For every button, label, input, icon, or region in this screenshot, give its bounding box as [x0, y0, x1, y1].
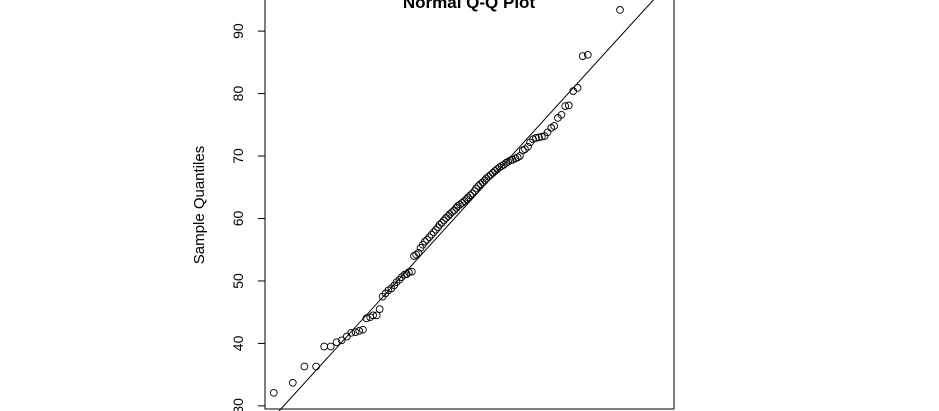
qq-point: [369, 311, 377, 320]
qq-point: [332, 338, 341, 347]
qq-point: [448, 208, 456, 217]
qq-point: [375, 305, 384, 313]
qq-point: [468, 189, 477, 198]
y-tick-label: 70: [230, 148, 246, 164]
qq-point: [445, 210, 454, 218]
qq-point: [482, 174, 491, 183]
qq-point: [362, 314, 371, 323]
qq-point: [484, 172, 493, 181]
y-axis-label: Sample Quantiles: [191, 146, 208, 264]
qq-point: [476, 180, 485, 188]
qq-point: [478, 178, 487, 187]
qq-point: [395, 275, 404, 284]
qq-point: [564, 101, 573, 110]
reference-line: [278, 0, 654, 411]
qq-point: [502, 159, 510, 167]
qq-point: [432, 225, 440, 234]
qq-point: [429, 228, 438, 237]
qq-point: [535, 133, 543, 142]
qq-point: [437, 219, 446, 227]
qq-point: [414, 248, 423, 257]
qq-point: [288, 378, 297, 387]
qq-point: [578, 52, 587, 60]
y-tick-label: 40: [230, 335, 246, 351]
qq-point: [435, 220, 444, 229]
qq-point: [326, 342, 335, 351]
qq-point: [269, 388, 278, 397]
qq-point: [372, 311, 381, 320]
y-tick-label: 30: [230, 398, 246, 411]
qq-point: [359, 325, 367, 334]
qq-point: [524, 142, 532, 151]
sample-points: [269, 6, 624, 397]
qq-point: [583, 50, 592, 59]
qq-point: [472, 184, 480, 193]
qq-point: [504, 157, 513, 166]
qq-point: [466, 191, 475, 200]
qq-point: [300, 362, 309, 371]
y-tick-label: 50: [230, 273, 246, 289]
qq-point: [616, 6, 624, 14]
qq-point: [337, 336, 346, 345]
qq-point: [444, 212, 453, 220]
qq-point: [573, 84, 582, 92]
qq-point: [532, 134, 540, 142]
chart-title: Normal Q-Q Plot: [403, 0, 536, 12]
y-axis: 30 40 50 60 70 80 90: [230, 23, 265, 411]
qq-point: [425, 233, 434, 242]
qq-point: [421, 237, 429, 246]
qq-point: [557, 110, 566, 119]
qq-point: [495, 163, 504, 172]
qq-point: [320, 342, 329, 351]
qq-point: [537, 132, 546, 141]
plot-frame: [264, 0, 675, 410]
qq-point: [489, 169, 497, 177]
qq-point: [480, 176, 489, 185]
qq-point: [351, 328, 360, 337]
qq-point: [464, 193, 472, 202]
qq-point: [513, 153, 522, 162]
qq-point: [312, 362, 320, 371]
qq-point: [561, 102, 570, 110]
qq-point: [511, 154, 520, 163]
qq-point: [518, 146, 527, 155]
qq-point: [405, 268, 413, 277]
qq-point: [427, 230, 436, 239]
qq-point: [407, 267, 416, 276]
y-tick-label: 80: [230, 86, 246, 102]
qq-point: [423, 235, 431, 244]
qq-point: [486, 170, 495, 179]
qq-point: [440, 216, 448, 225]
qq-point: [402, 270, 411, 278]
qq-point: [347, 328, 356, 337]
qq-point: [412, 250, 421, 259]
qq-point: [355, 327, 364, 335]
y-tick-label: 90: [230, 23, 246, 39]
qq-point: [550, 122, 559, 130]
qq-point: [458, 199, 467, 207]
y-tick-label: 60: [230, 210, 246, 226]
